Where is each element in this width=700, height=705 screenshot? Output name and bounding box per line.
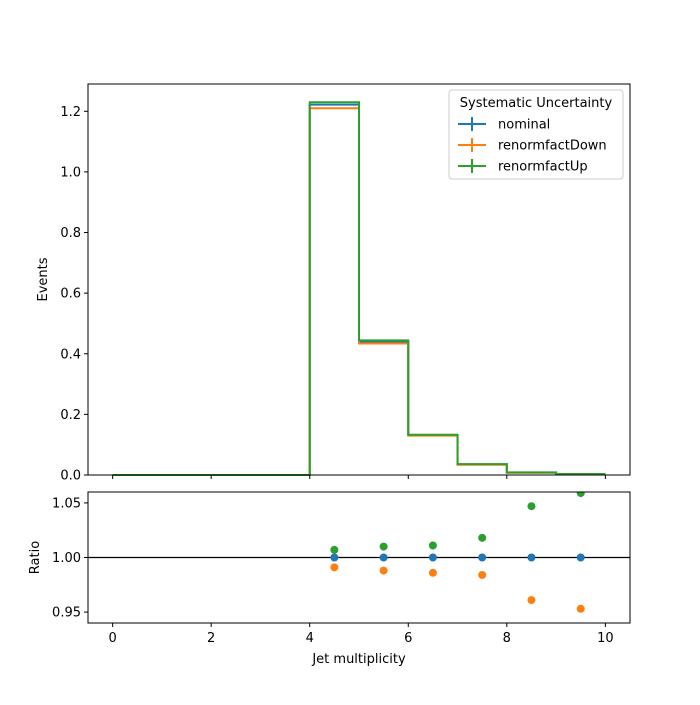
x-tick-label: 0 bbox=[108, 631, 116, 646]
ratio-point-nominal bbox=[428, 553, 437, 562]
legend-label-renormfactDown: renormfactDown bbox=[498, 139, 607, 154]
x-tick-label: 6 bbox=[404, 631, 412, 646]
ratio-y-axis-label: Ratio bbox=[28, 541, 43, 574]
ratio-point-renormfactUp bbox=[428, 541, 437, 550]
ratio-point-nominal bbox=[576, 553, 585, 562]
ratio-point-renormfactUp bbox=[527, 502, 536, 511]
x-tick-label: 8 bbox=[503, 631, 511, 646]
main-y-tick-label: 1.2 bbox=[60, 105, 81, 120]
main-y-tick-label: 0.6 bbox=[60, 287, 81, 302]
ratio-y-tick-label: 1.05 bbox=[52, 496, 81, 511]
ratio-point-nominal bbox=[527, 553, 536, 562]
ratio-point-nominal bbox=[330, 553, 339, 562]
ratio-point-renormfactUp bbox=[379, 542, 388, 551]
legend-title: Systematic Uncertainty bbox=[460, 96, 613, 111]
x-tick-label: 2 bbox=[207, 631, 215, 646]
ratio-point-renormfactDown bbox=[576, 604, 585, 613]
ratio-y-tick-label: 0.95 bbox=[52, 606, 81, 621]
main-y-tick-label: 0.4 bbox=[60, 347, 81, 362]
ratio-point-nominal bbox=[478, 553, 487, 562]
ratio-panel: 0.95 1.00 1.05 0 2 4 6 8 10 bbox=[52, 491, 631, 646]
ratio-point-renormfactDown bbox=[330, 563, 339, 572]
x-tick-label: 10 bbox=[597, 631, 614, 646]
legend: Systematic Uncertainty nominal renormfactD… bbox=[448, 89, 624, 180]
x-axis-label: Jet multiplicity bbox=[311, 652, 406, 667]
main-plot-frame bbox=[87, 83, 631, 476]
ratio-point-renormfactUp bbox=[330, 545, 339, 554]
main-y-tick-label: 1.0 bbox=[60, 165, 81, 180]
ratio-point-renormfactUp bbox=[478, 533, 487, 542]
ratio-y-tick-label: 1.00 bbox=[52, 551, 81, 566]
ratio-point-renormfactDown bbox=[428, 568, 437, 577]
ratio-point-renormfactDown bbox=[527, 596, 536, 605]
main-y-tick-label: 0.2 bbox=[60, 408, 81, 423]
ratio-point-nominal bbox=[379, 553, 388, 562]
ratio-point-renormfactDown bbox=[379, 566, 388, 575]
x-tick-label: 4 bbox=[306, 631, 314, 646]
main-panel: 0.0 0.2 0.4 0.6 0.8 1.0 1.2 bbox=[60, 83, 631, 484]
ratio-point-renormfactDown bbox=[478, 570, 487, 579]
main-y-tick-label: 0.0 bbox=[60, 469, 81, 484]
main-y-tick-label: 0.8 bbox=[60, 226, 81, 241]
ratio-point-renormfactUp bbox=[576, 492, 585, 498]
main-y-axis-label: Events bbox=[36, 257, 51, 301]
ratio-points bbox=[330, 492, 585, 613]
legend-label-nominal: nominal bbox=[498, 118, 550, 133]
legend-label-renormfactUp: renormfactUp bbox=[498, 160, 588, 175]
legend-box bbox=[448, 89, 624, 180]
